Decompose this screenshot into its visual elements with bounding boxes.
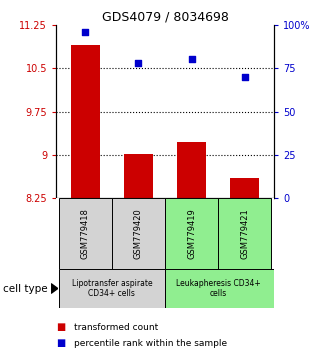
Bar bbox=[71, 45, 100, 198]
Point bbox=[136, 60, 141, 66]
Point bbox=[189, 57, 194, 62]
Polygon shape bbox=[51, 284, 58, 293]
Text: GSM779420: GSM779420 bbox=[134, 208, 143, 259]
Bar bbox=[177, 142, 206, 198]
Bar bbox=[230, 178, 259, 198]
Bar bbox=[112, 198, 165, 269]
Bar bbox=[218, 198, 271, 269]
Bar bbox=[165, 269, 274, 308]
Text: cell type: cell type bbox=[3, 284, 48, 293]
Point bbox=[242, 74, 247, 80]
Bar bbox=[59, 269, 165, 308]
Bar bbox=[165, 198, 218, 269]
Bar bbox=[124, 154, 153, 198]
Text: ■: ■ bbox=[56, 322, 65, 332]
Text: percentile rank within the sample: percentile rank within the sample bbox=[74, 339, 227, 348]
Title: GDS4079 / 8034698: GDS4079 / 8034698 bbox=[102, 11, 228, 24]
Text: GSM779418: GSM779418 bbox=[81, 208, 90, 259]
Text: ■: ■ bbox=[56, 338, 65, 348]
Text: GSM779421: GSM779421 bbox=[240, 208, 249, 259]
Bar bbox=[59, 198, 112, 269]
Text: Leukapheresis CD34+
cells: Leukapheresis CD34+ cells bbox=[176, 279, 260, 298]
Text: Lipotransfer aspirate
CD34+ cells: Lipotransfer aspirate CD34+ cells bbox=[72, 279, 152, 298]
Point bbox=[83, 29, 88, 35]
Text: transformed count: transformed count bbox=[74, 323, 158, 332]
Text: GSM779419: GSM779419 bbox=[187, 208, 196, 259]
